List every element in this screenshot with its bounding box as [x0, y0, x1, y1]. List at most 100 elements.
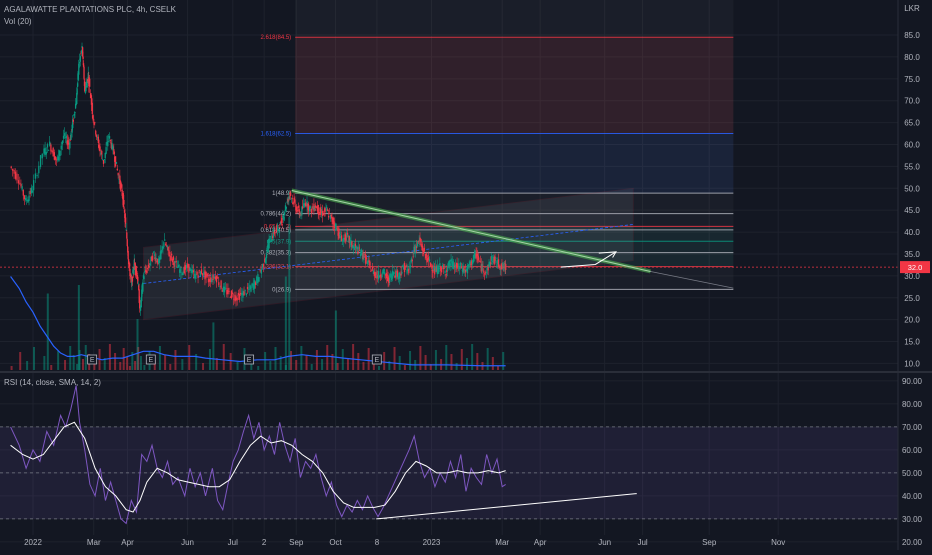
candle-body — [426, 258, 428, 263]
candle-body — [418, 240, 420, 242]
volume-bar — [81, 359, 84, 370]
candle-body — [251, 283, 253, 286]
price-tick-label: 65.0 — [904, 119, 920, 128]
candle-body — [204, 270, 206, 280]
candle-body — [463, 267, 465, 271]
candle-body — [365, 257, 368, 260]
candle-body — [457, 266, 459, 267]
candle-body — [114, 156, 117, 167]
candle-body — [168, 254, 170, 257]
volume-bar — [352, 344, 355, 370]
candle-body — [304, 203, 306, 206]
candle-body — [453, 265, 456, 268]
candle-body — [292, 202, 294, 205]
candle-body — [139, 305, 142, 311]
candle-body — [95, 134, 98, 138]
candle-body — [466, 264, 469, 274]
candle-body — [89, 93, 92, 98]
candle-body — [358, 246, 360, 250]
volume-bar — [64, 360, 67, 370]
candle-body — [393, 272, 395, 275]
volume-label: Vol (20) — [4, 17, 32, 26]
candle-body — [164, 243, 167, 245]
candle-body — [26, 200, 28, 201]
volume-bar — [378, 366, 380, 370]
candle-body — [166, 245, 168, 247]
candle-body — [298, 209, 300, 215]
candle-body — [468, 264, 470, 266]
candle-body — [287, 198, 289, 202]
candle-body — [345, 234, 347, 242]
candle-body — [276, 227, 278, 229]
candle-body — [303, 203, 306, 207]
candle-body — [434, 266, 437, 273]
rsi-tick-label: 60.00 — [902, 446, 923, 455]
volume-bar — [202, 363, 205, 370]
volume-bar — [362, 362, 365, 370]
candle-body — [151, 256, 153, 262]
candle-body — [293, 197, 295, 202]
candle-body — [90, 95, 93, 105]
candle-body — [76, 90, 78, 95]
fib-level-label: 0.786(44.2) — [260, 212, 291, 218]
candle-body — [258, 277, 260, 282]
candle-body — [424, 254, 426, 256]
candle-body — [351, 241, 353, 248]
time-tick-label: Apr — [121, 538, 134, 547]
candle-body — [329, 214, 331, 219]
volume-bar — [465, 358, 468, 370]
candle-body — [88, 77, 90, 87]
candle-body — [347, 235, 350, 238]
candle-body — [313, 203, 315, 212]
candle-body — [116, 168, 118, 171]
candle-body — [407, 269, 409, 272]
candle-body — [434, 268, 436, 275]
candle-body — [312, 208, 314, 210]
fib-mid-zone — [295, 133, 734, 194]
candle-body — [197, 275, 199, 278]
candle-body — [302, 203, 305, 207]
candle-body — [327, 209, 329, 212]
candle-body — [126, 232, 128, 239]
candle-body — [411, 259, 413, 262]
candle-body — [102, 159, 104, 161]
candle-body — [297, 205, 300, 208]
candle-body — [261, 264, 264, 268]
candle-body — [459, 262, 462, 266]
candle-body — [295, 206, 297, 211]
volume-bar — [497, 366, 500, 370]
candle-body — [221, 290, 223, 292]
candle-body — [429, 262, 432, 267]
candle-body — [498, 265, 501, 269]
candle-body — [469, 260, 471, 266]
candle-body — [337, 232, 339, 236]
price-tick-label: 80.0 — [904, 53, 920, 62]
volume-bar — [357, 353, 360, 370]
candle-body — [415, 246, 418, 248]
volume-bar — [346, 358, 349, 370]
candle-body — [208, 279, 211, 282]
candle-body — [108, 136, 111, 139]
candle-body — [265, 253, 268, 259]
candle-body — [28, 195, 30, 202]
candle-body — [289, 192, 291, 194]
candle-body — [164, 239, 166, 241]
volume-bar — [419, 346, 422, 370]
candle-body — [371, 270, 373, 271]
volume-legend: Vol (20) — [4, 17, 32, 26]
candle-body — [104, 152, 106, 159]
volume-bar — [336, 363, 339, 370]
volume-spike — [334, 310, 337, 370]
volume-bar — [315, 350, 318, 370]
volume-spike — [77, 285, 80, 370]
rsi-sma-line — [10, 421, 506, 513]
earnings-marker — [87, 354, 98, 365]
earnings-marker — [145, 354, 156, 365]
fib-level-label: 2.618(84.5) — [260, 35, 291, 41]
candle-body — [77, 73, 79, 80]
volume-spike — [288, 217, 291, 370]
candle-body — [356, 247, 358, 249]
candle-body — [242, 290, 244, 298]
rsi-tick-label: 90.00 — [902, 377, 923, 386]
